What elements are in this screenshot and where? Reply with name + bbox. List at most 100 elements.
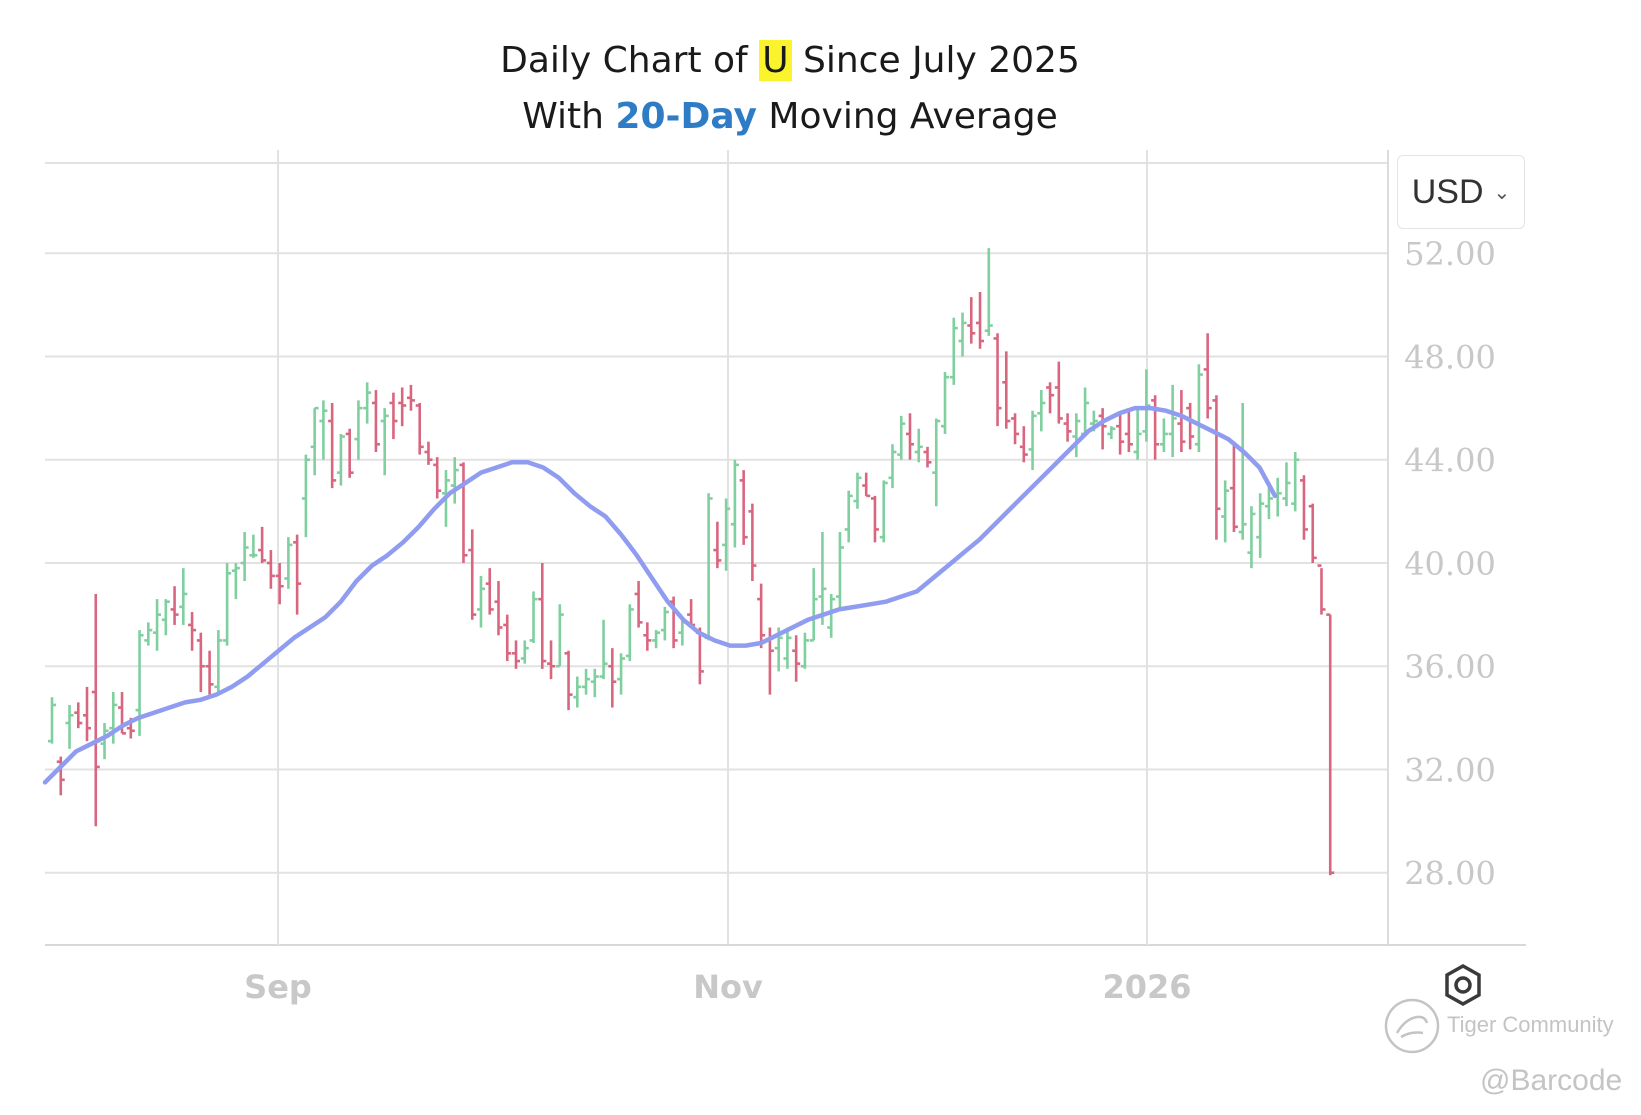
ticker-highlight: U [759,40,792,81]
ohlc-bar [380,408,389,476]
y-tick-label: 44.00 [1404,442,1496,480]
ohlc-bar [879,480,888,543]
ohlc-bar [1072,413,1081,458]
ohlc-bar [275,562,284,605]
ohlc-bar [494,581,503,636]
y-tick-label: 48.00 [1404,338,1496,376]
ohlc-bar [923,446,932,468]
ohlc-bar [809,568,818,642]
chart-title-line-2: With 20-Day Moving Average [0,96,1580,137]
moving-average-line [42,405,1278,785]
ohlc-bar [258,526,267,563]
ohlc-bar [897,415,906,460]
x-tick-label: 2026 [1102,968,1191,1006]
ohlc-bar [634,581,643,628]
ohlc-bar [389,392,398,440]
ohlc-bar [91,593,100,827]
ohlc-bar [599,619,608,680]
ohlc-bar [520,640,529,664]
ohlc-bar [1142,369,1151,442]
ohlc-bar [153,599,162,651]
ohlc-bar [555,604,564,668]
y-tick-label: 28.00 [1404,855,1496,893]
ohlc-bar [284,537,293,589]
ohlc-bar [853,472,862,509]
ohlc-bar [1098,408,1107,450]
title-prefix: Daily Chart of [500,40,760,81]
ohlc-bar [1326,613,1335,876]
ohlc-bar [967,297,976,344]
ohlc-bar [800,632,809,669]
gear-icon[interactable] [1441,963,1485,1007]
ohlc-bar [1317,564,1326,615]
ohlc-bar [547,640,556,680]
ohlc-bar [1203,333,1212,419]
ohlc-bar [196,632,205,693]
ohlc-bar [1229,441,1238,533]
ohlc-bar [713,521,722,569]
ohlc-bar [109,692,118,744]
ohlc-bar [450,457,459,504]
ohlc-bar [888,444,897,489]
ohlc-bar [739,470,748,545]
ohlc-bar [240,532,249,582]
ohlc-bar [704,493,713,641]
ohlc-bar [476,575,485,628]
ohlc-bar [941,371,950,434]
ohlc-bar [83,686,92,742]
ohlc-bar [835,532,844,610]
ohlc-bar [949,317,958,385]
ohlc-bar [1186,402,1195,450]
ohlc-bar [1194,364,1203,452]
watermark-community: Tiger Community [1447,1012,1614,1037]
ohlc-bar [1247,506,1256,569]
ohlc-bar [485,568,494,615]
ohlc-bar [65,704,74,749]
ma-period-label: 20-Day [615,96,757,137]
currency-selector[interactable]: USD ⌄ [1397,155,1525,229]
chevron-down-icon: ⌄ [1493,181,1511,204]
y-tick-label: 40.00 [1404,545,1496,583]
ohlc-bar [722,498,731,571]
x-tick-label: Sep [244,968,312,1006]
ohlc-bar [144,622,153,646]
ohlc-bar [1221,480,1230,543]
ohlc-bar [529,591,538,644]
ohlc-bar [1212,395,1221,540]
ohlc-bar [179,568,188,625]
ohlc-bar [625,604,634,662]
ohlc-bar [783,627,792,669]
ohlc-bar [1133,408,1142,460]
ohlc-bar [1264,485,1273,520]
ohlc-bar [503,614,512,662]
y-tick-label: 32.00 [1404,751,1496,789]
ohlc-bar [161,599,170,636]
y-tick-label: 36.00 [1404,648,1496,686]
ohlc-bar [730,459,739,548]
ohlc-bar [1299,475,1308,540]
ohlc-bar [48,697,56,744]
ohlc-bar [74,702,83,729]
ohlc-bar [827,593,836,638]
ohlc-bar [301,454,310,538]
subtitle-suffix: Moving Average [756,96,1058,137]
ohlc-bar [1019,426,1028,463]
moving-average-layer [42,405,1278,785]
ohlc-bar [371,390,380,452]
ohlc-bar [424,441,433,465]
ohlc-bar [792,635,801,682]
ohlc-bar [1011,413,1020,445]
ohlc-bar [1116,413,1125,455]
ohlc-bar [468,529,477,620]
ohlc-bar [214,630,223,693]
ohlc-bar [932,418,941,507]
ohlc-bar [1037,390,1046,432]
x-axis: Sep Nov 2026 [244,968,1191,1006]
ohlc-bar [1168,384,1177,458]
ohlc-bar [310,406,319,476]
ohlc-bar [1124,408,1133,452]
grid [45,150,1526,946]
ohlc-bar [1054,361,1063,424]
ohlc-bar [231,562,240,600]
